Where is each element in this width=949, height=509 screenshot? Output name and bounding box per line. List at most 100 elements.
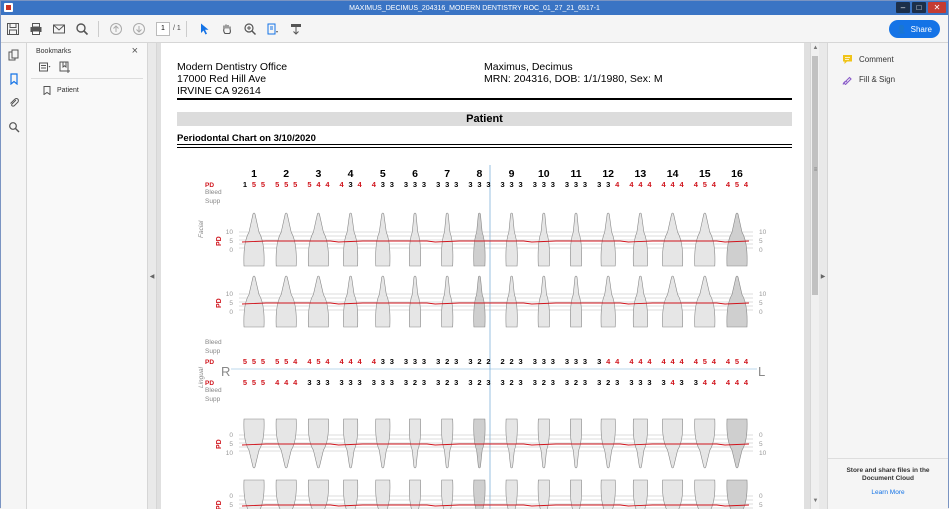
attachments-icon[interactable] [1,91,27,115]
fill-sign-label: Fill & Sign [859,75,896,84]
upper-lingual-tooth [375,275,391,328]
title-bar: MAXIMUS_DECIMUS_204316_MODERN DENTISTRY … [1,1,948,15]
pd-value: 3 [519,357,523,366]
pd-value: 5 [252,180,256,189]
header-rule [177,98,792,100]
upper-lingual-tooth [243,275,265,328]
upper-lingual-tooth [694,275,716,328]
window-title: MAXIMUS_DECIMUS_204316_MODERN DENTISTRY … [349,4,600,12]
bookmark-options-icon[interactable] [39,60,51,78]
cloud-text-2: Document Cloud [862,475,914,482]
comment-tool-icon[interactable] [285,18,307,40]
pd-value: 3 [583,180,587,189]
scale-tick: 5 [759,300,763,307]
pd-value: 2 [477,378,481,387]
pd-value: 3 [422,378,426,387]
share-button[interactable]: 👤 Share [888,20,940,38]
comment-tool[interactable]: Comment [828,51,948,68]
pd-value: 3 [629,378,633,387]
pd-value: 2 [477,357,481,366]
email-icon[interactable] [48,18,70,40]
close-panel-icon[interactable]: × [131,45,138,57]
tooth-number: 5 [380,168,386,180]
bookmarks-toolbar [31,59,143,79]
pd-label: PD [205,380,214,387]
office-name: Modern Dentistry Office [177,61,288,73]
pd-value: 4 [629,180,634,189]
upper-facial-tooth [275,212,297,267]
bookmarks-panel-icon[interactable] [1,67,27,91]
pd-axis-label: PD [216,298,223,308]
new-bookmark-icon[interactable] [59,60,71,78]
pd-value: 4 [671,378,676,387]
save-icon[interactable] [2,18,24,40]
close-window-button[interactable]: ✕ [928,2,946,13]
lower-facial-tooth [505,479,518,509]
tooth-number: 11 [570,168,581,180]
collapse-right-panel-button[interactable]: ▶ [819,43,828,509]
page-fit-icon[interactable] [262,18,284,40]
supp-label: Supp [205,198,221,205]
pd-value: 4 [275,378,280,387]
pd-value: 4 [638,180,643,189]
office-address: 17000 Red Hill Ave [177,73,267,85]
lower-facial-tooth [441,479,454,509]
pd-value: 3 [422,357,426,366]
document-cloud-promo: Store and share files in the Document Cl… [828,458,948,497]
scrollbar-thumb[interactable] [812,56,818,295]
bookmark-item-patient[interactable]: Patient [27,79,147,95]
upper-lingual-tooth [632,275,648,328]
tools-pane: Comment Fill & Sign Store and share file… [828,43,948,509]
page-number-input[interactable]: 1 [156,21,170,36]
search-icon[interactable] [71,18,93,40]
print-icon[interactable] [25,18,47,40]
pd-value: 4 [615,180,620,189]
scale-tick: 0 [229,493,233,500]
scale-tick: 0 [759,309,763,316]
next-page-icon[interactable] [128,18,150,40]
pd-value: 3 [510,180,514,189]
scroll-down-icon[interactable]: ▼ [812,498,819,504]
pd-value: 3 [662,378,666,387]
minimize-button[interactable]: – [896,2,910,13]
pd-value: 3 [533,357,537,366]
previous-page-icon[interactable] [105,18,127,40]
upper-facial-tooth [726,212,748,267]
pd-value: 3 [606,180,610,189]
fill-sign-tool[interactable]: Fill & Sign [828,71,948,88]
upper-facial-tooth [343,212,359,267]
pd-value: 4 [325,180,330,189]
pd-value: 3 [404,378,408,387]
collapse-left-panel-button[interactable]: ◀ [148,43,157,509]
pd-value: 3 [468,357,472,366]
lower-facial-tooth [473,479,486,509]
pd-value: 4 [372,357,377,366]
search-panel-icon[interactable] [1,115,27,139]
pd-value: 5 [261,378,265,387]
pd-value: 2 [542,378,546,387]
zoom-in-icon[interactable] [239,18,261,40]
page-thumbnails-icon[interactable] [1,43,27,67]
scale-tick: 10 [759,450,767,457]
lower-facial-tooth [632,479,648,509]
learn-more-link[interactable]: Learn More [871,489,905,496]
pd-value: 3 [638,378,642,387]
hand-tool-icon[interactable] [216,18,238,40]
lower-lingual-tooth [441,418,454,469]
lingual-label: Lingual [198,366,205,388]
lower-facial-tooth [343,479,359,509]
lower-lingual-tooth [537,418,550,469]
vertical-scrollbar[interactable]: ▲ ≡ ▼ [810,43,819,509]
pd-label: PD [205,182,214,189]
maximize-button[interactable]: □ [912,2,926,13]
scroll-up-icon[interactable]: ▲ [812,45,819,51]
pd-value: 3 [358,378,362,387]
pd-value: 4 [340,357,345,366]
pd-value: 4 [744,357,749,366]
pocket-depth-line [241,240,750,243]
upper-facial-tooth [569,212,583,267]
select-cursor-icon[interactable] [193,18,215,40]
pd-value: 3 [694,378,698,387]
patient-name: Maximus, Decimus [484,61,573,73]
